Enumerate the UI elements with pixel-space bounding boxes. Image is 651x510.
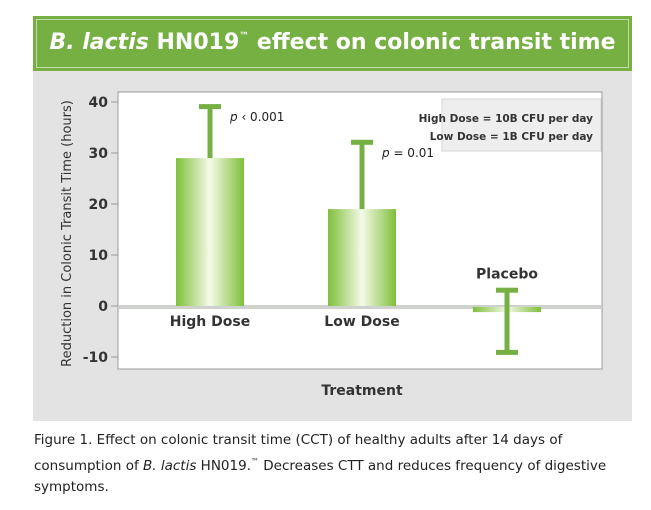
- bar-0: [176, 158, 244, 306]
- caption-text-3: Decreases CTT and reduces frequency of d…: [34, 458, 607, 495]
- zero-baseline: [118, 305, 602, 309]
- y-tick-label: 0: [98, 299, 108, 315]
- chart-title-trademark: ™: [239, 31, 250, 42]
- legend-line-1: Low Dose = 1B CFU per day: [430, 131, 593, 143]
- error-bar-2: [504, 290, 510, 352]
- category-label-2: Placebo: [476, 267, 538, 283]
- error-bar-1: [359, 142, 365, 210]
- p-value-label-1: p = 0.01: [381, 146, 434, 160]
- category-label-1: Low Dose: [324, 314, 399, 330]
- title-banner-border: [36, 19, 629, 68]
- error-cap-top-0: [199, 104, 221, 110]
- legend-box: [441, 98, 602, 152]
- category-label-0: High Dose: [170, 314, 250, 330]
- caption-text-2: HN019.: [196, 458, 251, 474]
- legend-line-0: High Dose = 10B CFU per day: [419, 113, 594, 125]
- chart-title: B. lactis HN019™ effect on colonic trans…: [33, 30, 632, 55]
- y-tick-label: 10: [89, 248, 109, 264]
- error-cap-top-1: [351, 139, 373, 145]
- chart-title-tail: effect on colonic transit time: [249, 30, 616, 55]
- p-value-label-0: p ‹ 0.001: [229, 110, 284, 124]
- chart-title-italic: B. lactis: [49, 30, 149, 55]
- caption-trademark: ™: [251, 457, 259, 466]
- y-axis-label: Reduction in Colonic Transit Time (hours…: [60, 100, 75, 367]
- y-tick-label: 30: [89, 146, 109, 162]
- chart-title-product: HN019: [148, 30, 240, 55]
- error-cap-bottom-2: [496, 349, 518, 355]
- y-tick-label: 20: [89, 197, 109, 213]
- error-bar-0: [207, 107, 213, 159]
- x-axis-label: Treatment: [321, 383, 403, 399]
- bar-chart: -10 0 10 20 30 40 Reduction in Colonic Transit…: [60, 91, 603, 399]
- caption-italic: B. lactis: [143, 458, 197, 474]
- title-banner: B. lactis HN019™ effect on colonic trans…: [33, 16, 632, 71]
- y-tick-label: -10: [83, 350, 109, 366]
- bar-1: [328, 209, 396, 306]
- y-tick-label: 40: [89, 95, 109, 111]
- error-cap-top-2: [496, 287, 518, 293]
- figure-caption: Figure 1. Effect on colonic transit time…: [34, 430, 634, 498]
- caption-text-1: Figure 1. Effect on colonic transit time…: [34, 432, 563, 474]
